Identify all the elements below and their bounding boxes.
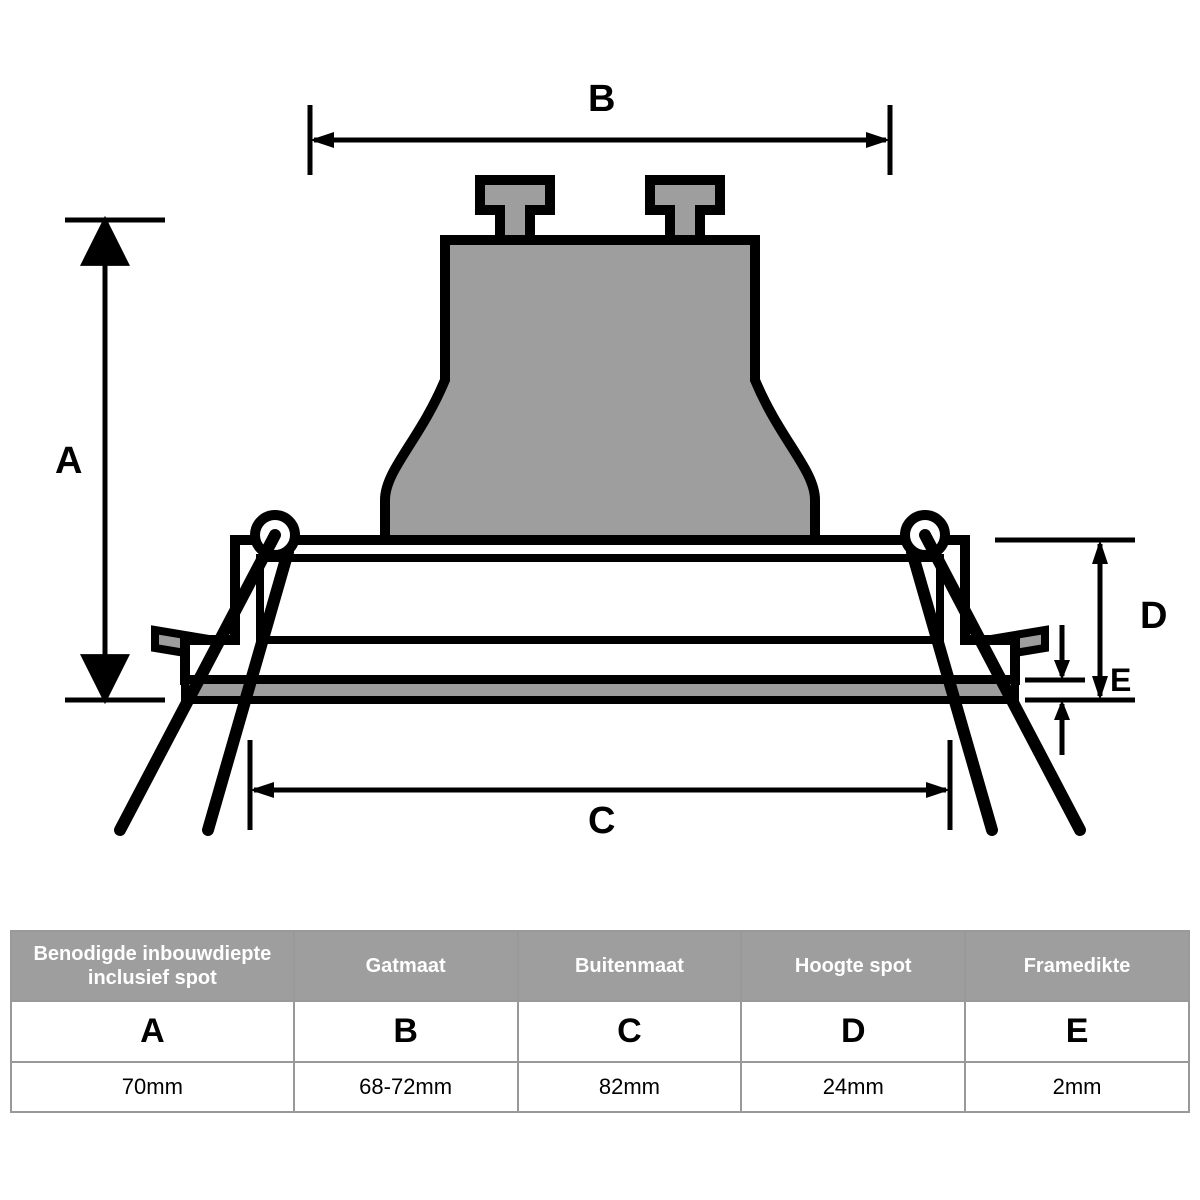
dim-label-a: A [55, 440, 82, 483]
letter-b: B [294, 1001, 518, 1062]
col-header-b: Gatmaat [294, 931, 518, 1001]
value-a: 70mm [11, 1062, 294, 1112]
value-b: 68-72mm [294, 1062, 518, 1112]
dim-label-c: C [588, 800, 615, 843]
bulb-pin-left [480, 180, 550, 240]
dimensions-table: Benodigde inbouwdiepte inclusief spot Ga… [10, 930, 1190, 1113]
dim-label-b: B [588, 78, 615, 121]
letter-e: E [965, 1001, 1189, 1062]
value-c: 82mm [518, 1062, 742, 1112]
bulb-body [385, 240, 815, 540]
diagram-svg [0, 0, 1200, 930]
value-d: 24mm [741, 1062, 965, 1112]
technical-diagram: A B C D E [0, 0, 1200, 930]
bulb-pin-right [650, 180, 720, 240]
letter-d: D [741, 1001, 965, 1062]
col-header-d: Hoogte spot [741, 931, 965, 1001]
letter-c: C [518, 1001, 742, 1062]
table-header-row: Benodigde inbouwdiepte inclusief spot Ga… [11, 931, 1189, 1001]
col-header-a: Benodigde inbouwdiepte inclusief spot [11, 931, 294, 1001]
col-header-e: Framedikte [965, 931, 1189, 1001]
table-value-row: 70mm 68-72mm 82mm 24mm 2mm [11, 1062, 1189, 1112]
table-letter-row: A B C D E [11, 1001, 1189, 1062]
dim-label-e: E [1110, 662, 1131, 699]
bezel-frame [185, 680, 1015, 700]
dim-label-d: D [1140, 595, 1167, 638]
letter-a: A [11, 1001, 294, 1062]
value-e: 2mm [965, 1062, 1189, 1112]
spec-table: Benodigde inbouwdiepte inclusief spot Ga… [10, 930, 1190, 1113]
col-header-c: Buitenmaat [518, 931, 742, 1001]
